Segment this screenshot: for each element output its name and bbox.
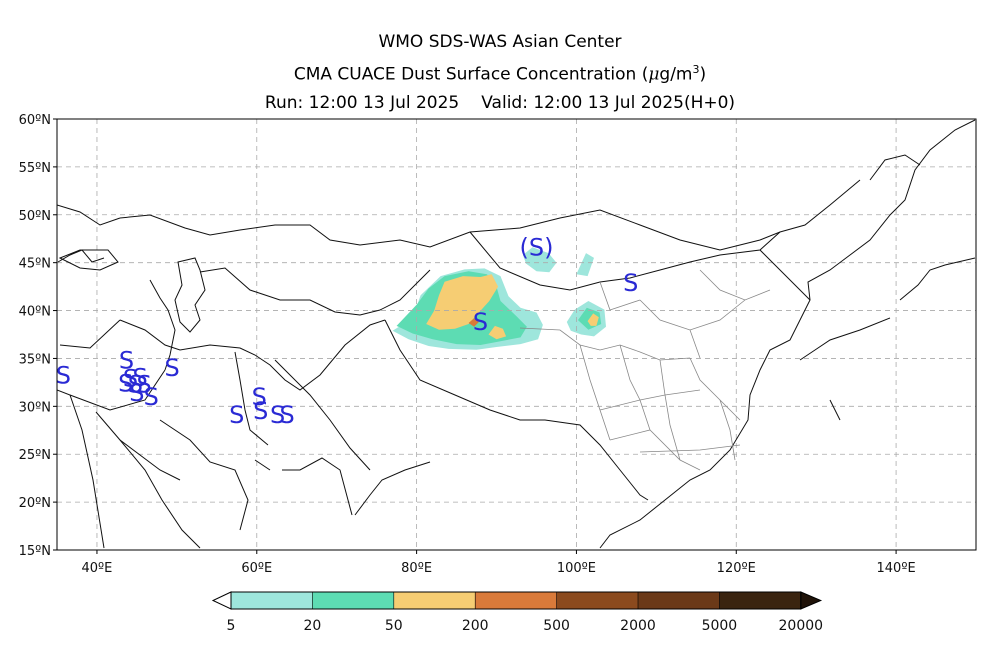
colorbar-label: 5	[227, 618, 236, 634]
sand-storm-marker-uncertain: (S)	[519, 233, 553, 261]
colorbar-label: 2000	[620, 618, 656, 634]
border-india-china	[384, 319, 649, 501]
coastline-east	[599, 119, 976, 549]
black-sea	[58, 249, 119, 271]
border-arabia	[59, 319, 181, 481]
lon-tick-label: 140ºE	[877, 561, 916, 576]
colorbar-segment	[556, 592, 638, 609]
axis-labels: 60ºN 55ºN 50ºN 45ºN 40ºN 35ºN 30ºN 25ºN 20ºN 15ºN…	[19, 113, 916, 576]
map-frame	[56, 118, 977, 551]
colorbar-label: 5000	[702, 618, 738, 634]
caspian-sea	[174, 257, 206, 333]
valid-time: Valid: 12:00 13 Jul 2025(H+0)	[481, 92, 736, 113]
lon-tick-label: 60ºE	[241, 561, 272, 576]
unit-mu: μ	[648, 64, 660, 85]
lat-tick-label: 60ºN	[19, 113, 51, 128]
lat-tick-label: 50ºN	[19, 209, 51, 224]
sand-storm-marker: S	[252, 383, 267, 411]
sand-storm-marker: S	[280, 401, 295, 429]
sand-storm-marker: S	[144, 383, 159, 411]
dust-area-5-20	[522, 247, 557, 273]
colorbar-segment	[393, 592, 476, 609]
colorbar-label: 20000	[779, 618, 824, 634]
title-line-2: CMA CUACE Dust Surface Concentration (μg…	[293, 63, 707, 85]
unit-rest: g/m	[659, 64, 693, 85]
province-borders	[519, 269, 771, 471]
colorbar-segment	[638, 592, 720, 609]
sand-storm-marker: S	[118, 369, 133, 397]
lon-tick-label: 40ºE	[82, 561, 113, 576]
run-time: Run: 12:00 13 Jul 2025	[264, 92, 460, 113]
colorbar-label: 50	[385, 618, 403, 634]
colorbar-under-arrow	[211, 591, 232, 610]
dust-area-200-500	[468, 318, 479, 327]
lon-tick-label: 120ºE	[717, 561, 756, 576]
sand-storm-marker: S	[270, 401, 285, 429]
lat-tick-label: 55ºN	[19, 161, 51, 176]
colorbar-segment	[719, 592, 801, 609]
sand-storm-marker: S	[128, 370, 143, 398]
sand-storm-marker: S	[119, 346, 134, 374]
sand-storm-marker: S	[229, 401, 244, 429]
lat-tick-label: 30ºN	[19, 400, 51, 415]
title-line-1: WMO SDS-WAS Asian Center	[378, 32, 622, 52]
sand-storm-marker: S	[623, 269, 638, 297]
sand-storm-marker: S	[136, 370, 151, 398]
sand-storm-marker: S	[253, 397, 268, 425]
graticule	[57, 119, 976, 550]
sand-storm-marker: S	[473, 308, 488, 336]
dust-area-50-200	[426, 274, 499, 330]
border-mongolia	[469, 231, 781, 291]
border-korea-china	[759, 249, 811, 301]
colorbar-label: 500	[543, 618, 570, 634]
lon-tick-label: 80ºE	[401, 561, 432, 576]
border-kazakhstan	[199, 267, 431, 316]
colorbar-label: 200	[462, 618, 489, 634]
colorbar-label: 20	[303, 618, 321, 634]
border-iran-afghan	[119, 319, 386, 471]
colorbar-segment	[475, 592, 557, 609]
colorbar-segment	[231, 592, 313, 609]
lon-tick-label: 100ºE	[557, 561, 596, 576]
title-line-3: Run: 12:00 13 Jul 2025 Valid: 12:00 13 Ju…	[0, 89, 1000, 117]
lat-tick-label: 20ºN	[19, 496, 51, 511]
sand-storm-marker: S	[129, 379, 144, 407]
lat-tick-label: 45ºN	[19, 257, 51, 272]
dust-concentration-layer	[392, 247, 606, 350]
lat-tick-label: 40ºN	[19, 305, 51, 320]
lat-tick-label: 25ºN	[19, 448, 51, 463]
dust-area-5-20	[576, 253, 594, 277]
colorbar-segment	[312, 592, 394, 609]
country-borders	[57, 119, 976, 549]
sand-storm-marker: S	[123, 365, 138, 393]
dust-area-50-200	[587, 313, 599, 326]
lat-tick-label: 35ºN	[19, 352, 51, 367]
dust-area-50-200	[488, 325, 507, 340]
title-product: CMA CUACE Dust Surface Concentration	[293, 64, 637, 85]
lat-tick-label: 15ºN	[19, 544, 51, 559]
colorbar: 5 20 50 200 500 2000 5000 20000	[211, 591, 824, 634]
sand-storm-marker: S	[56, 362, 71, 390]
unit-exponent: 3	[692, 63, 700, 76]
sand-storm-marker: S	[132, 364, 147, 392]
china-province-lines	[519, 269, 771, 471]
figure-title: WMO SDS-WAS Asian Center CMA CUACE Dust …	[0, 28, 1000, 117]
colorbar-over-arrow	[800, 591, 823, 610]
sand-storm-marker: S	[164, 354, 179, 382]
